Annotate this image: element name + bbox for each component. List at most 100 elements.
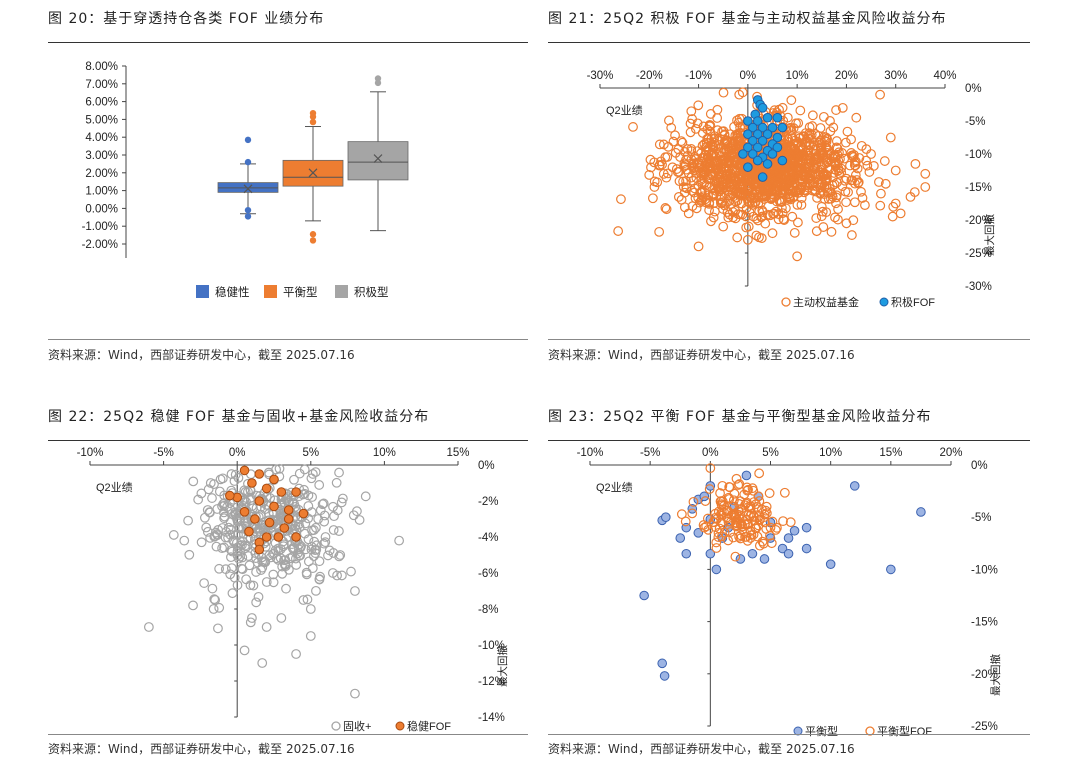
hollow-point: [644, 170, 655, 180]
y-tick-label: -2.00%: [82, 239, 118, 251]
hollow-point: [179, 535, 190, 546]
hollow-point: [715, 496, 726, 507]
hollow-point: [766, 194, 776, 205]
hollow-point: [748, 192, 759, 203]
hollow-point: [305, 604, 316, 614]
hollow-point: [699, 522, 710, 533]
hollow-point: [868, 160, 879, 171]
y-tick-label: -10%: [965, 149, 992, 161]
divider: [48, 339, 528, 340]
divider: [48, 440, 528, 441]
hollow-point: [729, 137, 740, 148]
hollow-point: [778, 516, 788, 526]
hollow-point: [701, 179, 712, 190]
hollow-point: [821, 169, 831, 180]
chart-title: 图 20：基于穿透持仓各类 FOF 业绩分布: [48, 11, 325, 27]
hollow-point: [360, 491, 371, 502]
hollow-point: [776, 202, 787, 213]
y-tick-label: -6%: [478, 568, 498, 580]
hollow-point: [737, 122, 748, 133]
legend-marker: [331, 721, 341, 731]
filled-point: [675, 533, 686, 543]
filled-point: [747, 548, 758, 559]
hollow-point: [317, 499, 328, 510]
y-tick-label: -2%: [478, 496, 498, 508]
hollow-point: [318, 498, 329, 509]
hollow-point: [822, 133, 832, 144]
hollow-point: [789, 135, 800, 146]
filled-point: [777, 155, 788, 166]
outlier-point: [374, 79, 382, 87]
hollow-point: [719, 200, 730, 211]
hollow-point: [209, 531, 220, 542]
hollow-point: [825, 187, 836, 198]
chart-title: 图 23：25Q2 平衡 FOF 基金与平衡型基金风险收益分布: [548, 409, 932, 425]
y-tick-label: 1.00%: [85, 186, 118, 198]
hollow-point: [831, 190, 842, 201]
filled-point: [772, 112, 783, 123]
hollow-point: [207, 493, 217, 503]
hollow-point: [762, 209, 773, 220]
hollow-point: [732, 115, 742, 126]
hollow-point: [723, 212, 734, 223]
hollow-point: [725, 129, 736, 140]
hollow-point: [778, 181, 788, 192]
hollow-point: [700, 152, 710, 163]
filled-point: [254, 469, 265, 479]
hollow-point: [885, 132, 896, 143]
hollow-point: [276, 613, 287, 623]
hollow-point: [778, 186, 788, 196]
hollow-point: [723, 535, 734, 546]
filled-point: [711, 564, 722, 575]
hollow-point: [693, 100, 704, 111]
hollow-point: [298, 595, 309, 605]
filled-point: [247, 478, 257, 488]
hollow-point: [239, 645, 250, 656]
hollow-point: [210, 527, 221, 538]
filled-point: [783, 533, 794, 543]
hollow-point: [745, 503, 756, 513]
hollow-point: [831, 136, 842, 146]
hollow-point: [661, 204, 672, 215]
hollow-point: [210, 595, 221, 605]
hollow-point: [792, 251, 803, 262]
hollow-point: [668, 136, 679, 147]
hollow-point: [815, 164, 826, 175]
filled-point: [681, 548, 692, 559]
hollow-point: [284, 553, 295, 564]
hollow-point: [758, 186, 769, 197]
hollow-point: [628, 122, 638, 132]
hollow-point: [678, 182, 689, 192]
divider: [548, 440, 1030, 441]
hollow-point: [787, 211, 798, 222]
hollow-point: [757, 207, 768, 218]
hollow-point: [214, 563, 225, 574]
hollow-point: [323, 550, 333, 561]
hollow-point: [910, 158, 921, 169]
filled-point: [762, 129, 773, 139]
hollow-point: [796, 174, 807, 185]
hollow-point: [709, 517, 720, 528]
hollow-point: [686, 106, 697, 117]
hollow-point: [219, 498, 230, 508]
outlier-point: [309, 231, 317, 238]
hollow-point: [728, 532, 739, 543]
filled-point: [767, 122, 778, 133]
x-tick-label: 10%: [819, 447, 842, 459]
filled-point: [261, 532, 272, 542]
hollow-point: [336, 570, 347, 581]
hollow-point: [879, 156, 890, 166]
legend-swatch: [196, 285, 209, 298]
hollow-point: [308, 551, 319, 562]
hollow-point: [785, 517, 796, 528]
hollow-point: [754, 510, 765, 521]
hollow-point: [708, 188, 719, 199]
hollow-point: [713, 140, 724, 150]
hollow-point: [758, 538, 769, 549]
hollow-point: [851, 112, 862, 123]
hollow-point: [279, 497, 289, 508]
hollow-point: [273, 554, 284, 565]
hollow-point: [315, 571, 325, 582]
hollow-point: [756, 212, 767, 223]
hollow-point: [686, 146, 697, 156]
